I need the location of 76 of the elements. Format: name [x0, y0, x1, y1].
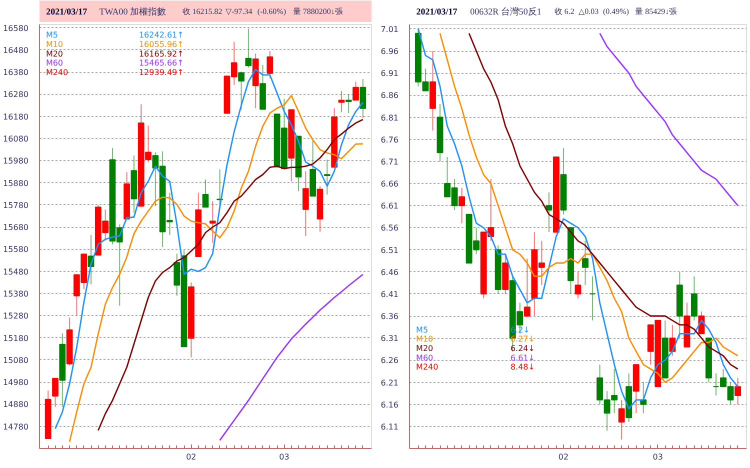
y-tick-label: 6.36 [380, 312, 398, 321]
annotation: 8.48↓ [510, 362, 535, 372]
x-tick-label: 03 [652, 452, 663, 462]
y-tick-label: 15780 [3, 200, 29, 210]
text: M5 [416, 325, 428, 334]
y-tick-label: 6.21 [380, 378, 398, 388]
y-tick-label: 14880 [3, 400, 29, 410]
y-tick-label: 6.16 [380, 400, 398, 410]
y-tick-label: 16580 [3, 24, 29, 33]
text: 收 16215.82 [182, 7, 222, 16]
chart-title: 2021/03/17 [46, 6, 88, 16]
line-series [219, 274, 364, 442]
legend-label: M240 [416, 362, 438, 372]
annotation: 16055.96↑ [138, 40, 184, 49]
x-tick-label: 03 [279, 452, 290, 462]
x-tick-label: 02 [186, 452, 196, 462]
y-tick-label: 16280 [3, 90, 29, 100]
chart-subtitle: 00632R 台灣50反1 [470, 6, 542, 16]
y-tick-label: 6.66 [380, 180, 398, 188]
y-tick-label: 6.31 [380, 334, 398, 344]
y-tick-label: 16480 [3, 46, 29, 55]
y-tick-label: 14980 [3, 378, 29, 388]
annotation: 16242.61↑ [138, 30, 184, 40]
x-tick-label: 02 [558, 452, 569, 462]
chart-subtitle: TWA00 加權指數 [99, 6, 166, 16]
y-tick-label: 15880 [3, 178, 29, 188]
text: 量 7880200↓張 [292, 7, 343, 16]
text: M60 [46, 58, 64, 68]
text: M10 [46, 40, 64, 49]
y-tick-label: 6.46 [380, 268, 398, 277]
y-tick-label: 6.26 [380, 356, 398, 366]
text: (-0.60%) [257, 7, 286, 16]
y-tick-label: 15480 [3, 267, 29, 276]
y-tick-label: 16080 [3, 134, 29, 144]
y-tick-label: 15180 [3, 334, 29, 343]
y-tick-label: 15980 [3, 156, 29, 166]
y-tick-label: 15280 [3, 312, 29, 321]
annotation: 12939.49↑ [138, 68, 184, 77]
y-tick-label: 16180 [3, 112, 29, 122]
y-tick-label: 6.81 [380, 113, 398, 122]
y-tick-label: 6.61 [380, 202, 398, 211]
text: M10 [416, 334, 434, 344]
annotation: 6.24↓ [510, 344, 535, 353]
line-series [599, 32, 738, 206]
text: 收 6.2 [554, 7, 574, 16]
text: M60 [416, 353, 434, 362]
y-tick-label: 6.56 [380, 224, 398, 233]
y-tick-label: 15080 [3, 356, 29, 365]
text: ▽-97.34 [226, 7, 252, 16]
legend-label: M240 [46, 68, 68, 77]
annotation: 6.27↓ [510, 334, 535, 344]
y-tick-label: 6.41 [380, 290, 398, 299]
text: M5 [46, 30, 58, 40]
y-tick-label: 15680 [3, 223, 29, 232]
y-tick-label: 6.91 [380, 69, 398, 78]
y-tick-label: 14780 [3, 422, 29, 432]
text: M20 [416, 344, 434, 353]
y-tick-label: 7.01 [380, 24, 398, 34]
annotation: 15465.66↑ [138, 58, 184, 68]
annotation: 6.61↓ [510, 353, 535, 362]
text: △0.03 [578, 7, 599, 16]
y-tick-label: 6.86 [380, 91, 398, 100]
y-tick-label: 15580 [3, 245, 29, 254]
text: M20 [46, 49, 64, 58]
annotation: 16165.92↑ [138, 49, 184, 58]
y-tick-label: 6.76 [380, 135, 398, 144]
text: (0.49%) [602, 7, 630, 16]
text: 量 85429↓張 [635, 7, 678, 16]
y-tick-label: 16380 [3, 68, 29, 78]
y-tick-label: 6.71 [380, 157, 398, 166]
y-tick-label: 6.96 [380, 47, 398, 56]
y-tick-label: 15380 [3, 290, 29, 299]
line-series [97, 118, 364, 432]
chart-title: 2021/03/17 [416, 6, 458, 16]
y-tick-label: 6.51 [380, 246, 398, 255]
y-tick-label: 6.11 [380, 422, 398, 432]
